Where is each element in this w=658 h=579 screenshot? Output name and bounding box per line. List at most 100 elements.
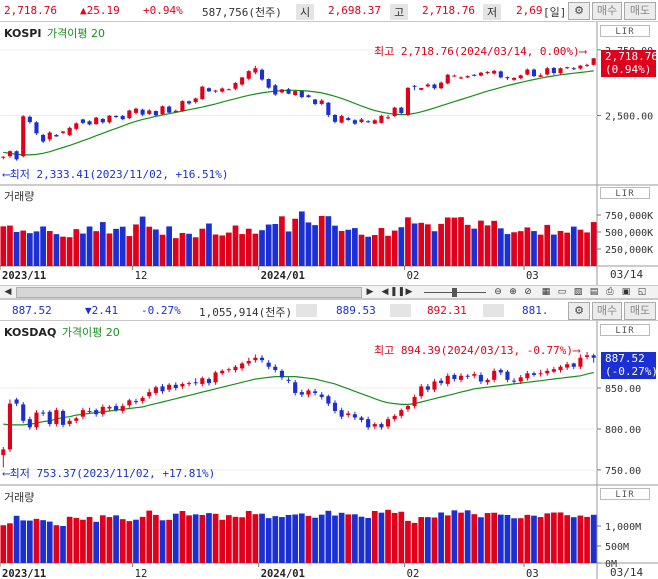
candle-body xyxy=(458,77,464,79)
volume-bar xyxy=(517,231,524,266)
candle xyxy=(545,66,550,76)
grid-icon[interactable]: ▦ xyxy=(541,287,551,297)
kospi-price-tag[interactable]: LIR xyxy=(600,25,650,37)
candle xyxy=(359,118,364,124)
sell-button[interactable]: 매도 xyxy=(624,302,656,320)
volume-bar xyxy=(371,235,378,266)
period-selector[interactable]: [일] xyxy=(543,4,567,20)
candle-body xyxy=(160,386,165,392)
volume-bar xyxy=(531,515,537,563)
arrow-left-icon: ⟵ xyxy=(3,168,10,181)
gear-icon[interactable]: ⚙ xyxy=(568,2,590,20)
expand-icon[interactable]: ◱ xyxy=(637,287,647,297)
scroll-left-icon[interactable]: ◀ xyxy=(4,287,12,297)
candle-body xyxy=(445,375,450,384)
volume-bar xyxy=(199,515,206,563)
zoom-slider-handle[interactable] xyxy=(452,288,457,297)
x-tick-label: 03 xyxy=(526,270,539,282)
zoom-out-icon[interactable]: ⊖ xyxy=(494,287,502,297)
candle xyxy=(206,377,212,386)
candle xyxy=(87,120,92,126)
candle-body xyxy=(306,390,311,395)
candle-body xyxy=(107,406,112,409)
volume-bar xyxy=(504,514,511,563)
volume-bar xyxy=(33,231,40,266)
volume-bar xyxy=(206,513,212,563)
kospi-change-pct: +0.94% xyxy=(143,4,183,17)
print-icon[interactable]: ⎙ xyxy=(606,287,614,297)
crosshair-icon[interactable]: ▭ xyxy=(557,287,567,297)
candle-body xyxy=(538,373,543,375)
kospi-volume-tag[interactable]: LIR xyxy=(600,187,650,199)
kosdaq-volume-tag[interactable]: LIR xyxy=(600,488,650,500)
candle xyxy=(299,389,304,398)
arrow-right-icon: ⟶ xyxy=(579,45,587,58)
candle-body xyxy=(505,371,510,380)
candle-body xyxy=(551,67,556,73)
candle-body xyxy=(293,91,298,96)
volume-bar xyxy=(0,226,7,266)
candle xyxy=(531,68,537,77)
volume-bar xyxy=(279,517,285,563)
candle-body xyxy=(54,410,59,425)
kosdaq-open-label xyxy=(296,304,318,317)
volume-bar xyxy=(172,513,179,563)
save-icon[interactable]: ▣ xyxy=(621,287,631,297)
candle-body xyxy=(551,369,556,372)
candle xyxy=(27,416,32,430)
candle-body xyxy=(525,69,530,75)
candle xyxy=(306,388,311,398)
candle xyxy=(399,408,404,419)
kosdaq-price-tag[interactable]: LIR xyxy=(600,324,650,336)
candle-body xyxy=(419,386,424,397)
candle xyxy=(399,106,404,115)
candle-body xyxy=(206,88,212,92)
candle xyxy=(591,353,596,363)
kospi-high: 2,718.76 xyxy=(422,4,475,17)
candle-body xyxy=(399,107,404,114)
kospi-max-text: 최고 2,718.76(2024/03/14, 0.00%) xyxy=(374,45,580,58)
kospi-open-label: 시 xyxy=(296,4,315,20)
scroll-right-icon[interactable]: ▶ xyxy=(366,287,374,297)
sell-button[interactable]: 매도 xyxy=(624,2,656,20)
candle xyxy=(352,411,357,420)
volume-bar xyxy=(405,217,411,266)
indicator-icon[interactable]: ▧ xyxy=(573,287,583,297)
zoom-in-icon[interactable]: ⊕ xyxy=(509,287,517,297)
candle-body xyxy=(34,122,39,134)
candle xyxy=(498,368,503,375)
play-icon[interactable]: ▶ xyxy=(405,287,413,297)
x-tick-label: 12 xyxy=(135,568,148,579)
settings-icon[interactable]: ▤ xyxy=(589,287,599,297)
candle-body xyxy=(399,410,404,416)
reset-icon[interactable]: ⊘ xyxy=(524,287,532,297)
gear-icon[interactable]: ⚙ xyxy=(568,302,590,320)
volume-bar xyxy=(325,216,332,266)
volume-bar xyxy=(418,222,425,266)
candle-body xyxy=(545,68,550,75)
candle-body xyxy=(41,412,46,414)
rewind-icon[interactable]: ◀ xyxy=(381,287,389,297)
buy-button[interactable]: 매수 xyxy=(592,2,622,20)
scroll-thumb[interactable] xyxy=(16,287,362,298)
volume-bar xyxy=(106,233,113,266)
volume-bar xyxy=(438,512,444,563)
chart-scrollbar[interactable]: ◀ ▶ ◀ ❚❚ ▶ ⊖ ⊕ ⊘ ▦ ▭ ▧ ▤ ⎙ ▣ ◱ xyxy=(0,285,658,299)
candle xyxy=(220,87,225,93)
candle xyxy=(120,114,125,121)
candle xyxy=(80,118,85,125)
volume-bar xyxy=(544,513,551,563)
candle xyxy=(419,87,424,91)
candle-body xyxy=(379,424,384,428)
volume-bar xyxy=(444,515,451,563)
volume-bar xyxy=(80,233,86,266)
kospi-chart: 2,750.002,500.00750,000K500,000K250,000K… xyxy=(0,22,658,285)
buy-button[interactable]: 매수 xyxy=(592,302,622,320)
volume-bar xyxy=(126,521,133,563)
kosdaq-max-text: 최고 894.39(2024/03/13, -0.77%) xyxy=(374,344,574,357)
kosdaq-x-axis: 2023/11 12 2024/01 02 03 xyxy=(0,563,539,579)
kosdaq-volume: 1,055,914(천주) xyxy=(199,306,293,319)
candle-body xyxy=(432,381,437,390)
volume-bar xyxy=(438,223,444,266)
pause-icon[interactable]: ❚❚ xyxy=(390,287,406,297)
